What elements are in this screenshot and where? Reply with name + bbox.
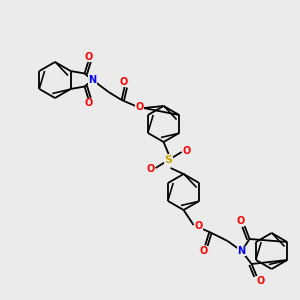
Text: N: N <box>238 246 246 256</box>
Text: O: O <box>200 246 208 256</box>
Text: O: O <box>136 102 144 112</box>
Text: O: O <box>194 221 203 231</box>
Text: O: O <box>146 164 155 174</box>
Text: S: S <box>165 155 172 165</box>
Text: O: O <box>85 98 93 109</box>
Text: N: N <box>88 75 97 85</box>
Text: O: O <box>236 216 245 226</box>
Text: O: O <box>85 52 93 61</box>
Text: O: O <box>182 146 191 156</box>
Text: O: O <box>119 77 128 87</box>
Text: O: O <box>256 276 265 286</box>
